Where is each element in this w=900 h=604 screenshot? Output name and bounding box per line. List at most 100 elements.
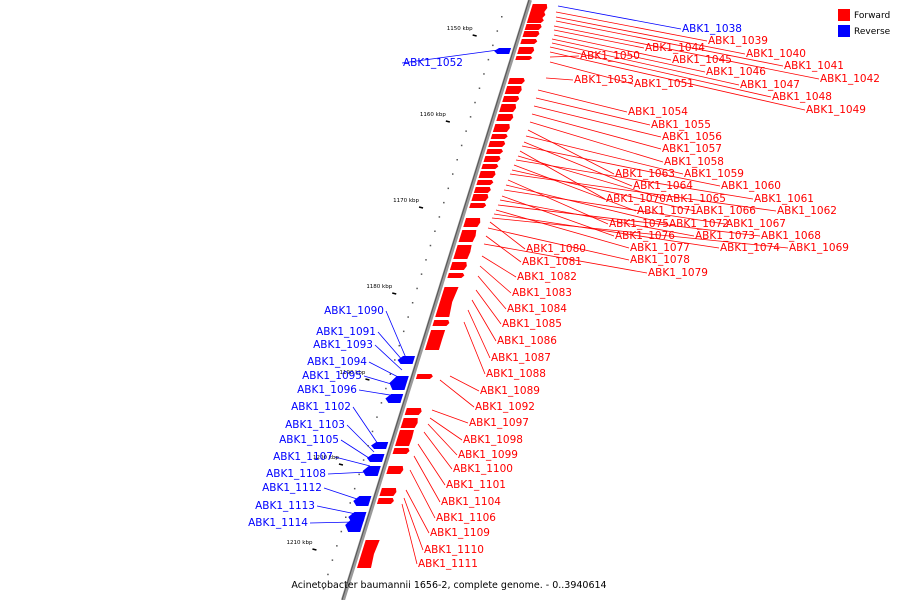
- gene-label[interactable]: ABK1_1071: [637, 205, 697, 217]
- gene-label[interactable]: ABK1_1086: [497, 335, 557, 347]
- gene-label[interactable]: ABK1_1084: [507, 303, 567, 315]
- gene-label[interactable]: ABK1_1094: [307, 356, 367, 368]
- gene-label[interactable]: ABK1_1054: [628, 106, 688, 118]
- axis-tick-mark: [338, 463, 344, 466]
- gene-label[interactable]: ABK1_1104: [441, 496, 501, 508]
- gene-label[interactable]: ABK1_1095: [302, 370, 362, 382]
- gene-label[interactable]: ABK1_1078: [630, 254, 690, 266]
- gene-label[interactable]: ABK1_1113: [255, 500, 315, 512]
- gene-label[interactable]: ABK1_1072: [669, 218, 729, 230]
- gene-label[interactable]: ABK1_1045: [672, 54, 732, 66]
- gene-label[interactable]: ABK1_1069: [789, 242, 849, 254]
- gene-label[interactable]: ABK1_1074: [720, 242, 780, 254]
- axis-minor-tick: [385, 387, 387, 390]
- gene-label[interactable]: ABK1_1076: [615, 230, 675, 242]
- gene-label[interactable]: ABK1_1064: [633, 180, 693, 192]
- gene-label[interactable]: ABK1_1046: [706, 66, 766, 78]
- gene-label[interactable]: ABK1_1103: [285, 419, 345, 431]
- gene-label[interactable]: ABK1_1092: [475, 401, 535, 413]
- gene-label[interactable]: ABK1_1073: [695, 230, 755, 242]
- gene-label[interactable]: ABK1_1081: [522, 256, 582, 268]
- gene-label[interactable]: ABK1_1097: [469, 417, 529, 429]
- gene-label[interactable]: ABK1_1057: [662, 143, 722, 155]
- gene-leader-line: [374, 344, 403, 371]
- genome-axis: [341, 0, 532, 601]
- gene-label[interactable]: ABK1_1105: [279, 434, 339, 446]
- gene-label[interactable]: ABK1_1068: [761, 230, 821, 242]
- gene-label[interactable]: ABK1_1101: [446, 479, 506, 491]
- gene-label[interactable]: ABK1_1059: [684, 168, 744, 180]
- forward-gene-block: [394, 430, 414, 446]
- gene-label[interactable]: ABK1_1080: [526, 243, 586, 255]
- reverse-gene-block: [353, 496, 372, 506]
- gene-label[interactable]: ABK1_1040: [746, 48, 806, 60]
- axis-minor-tick: [420, 273, 423, 275]
- gene-label[interactable]: ABK1_1098: [463, 434, 523, 446]
- gene-label[interactable]: ABK1_1108: [266, 468, 326, 480]
- genome-axis-edge: [341, 0, 530, 601]
- gene-label[interactable]: ABK1_1061: [754, 193, 814, 205]
- gene-label[interactable]: ABK1_1042: [820, 73, 880, 85]
- gene-label[interactable]: ABK1_1093: [313, 339, 373, 351]
- gene-leader-line: [479, 265, 512, 294]
- gene-label[interactable]: ABK1_1048: [772, 91, 832, 103]
- gene-label[interactable]: ABK1_1062: [777, 205, 837, 217]
- gene-leader-line: [401, 49, 499, 64]
- gene-label[interactable]: ABK1_1049: [806, 104, 866, 116]
- gene-label[interactable]: ABK1_1082: [517, 271, 577, 283]
- gene-label[interactable]: ABK1_1090: [324, 305, 384, 317]
- gene-leader-line: [495, 209, 630, 249]
- gene-label[interactable]: ABK1_1111: [418, 558, 478, 570]
- gene-label[interactable]: ABK1_1063: [615, 168, 675, 180]
- gene-label[interactable]: ABK1_1114: [248, 517, 308, 529]
- gene-label[interactable]: ABK1_1039: [708, 35, 768, 47]
- gene-label[interactable]: ABK1_1052: [403, 57, 463, 69]
- gene-leader-line: [475, 289, 502, 325]
- gene-label[interactable]: ABK1_1110: [424, 544, 484, 556]
- gene-label[interactable]: ABK1_1050: [580, 50, 640, 62]
- gene-label[interactable]: ABK1_1056: [662, 131, 722, 143]
- gene-leader-line: [439, 379, 475, 408]
- gene-label[interactable]: ABK1_1100: [453, 463, 513, 475]
- gene-label[interactable]: ABK1_1077: [630, 242, 690, 254]
- gene-label[interactable]: ABK1_1044: [645, 42, 705, 54]
- forward-gene-block: [404, 408, 422, 415]
- gene-leader-line: [491, 217, 789, 249]
- gene-label[interactable]: ABK1_1102: [291, 401, 351, 413]
- gene-label[interactable]: ABK1_1066: [696, 205, 756, 217]
- gene-label[interactable]: ABK1_1038: [682, 23, 742, 35]
- gene-label[interactable]: ABK1_1065: [666, 193, 726, 205]
- gene-label[interactable]: ABK1_1106: [436, 512, 496, 524]
- gene-label[interactable]: ABK1_1047: [740, 79, 800, 91]
- gene-leader-line: [346, 424, 375, 453]
- gene-label[interactable]: ABK1_1075: [609, 218, 669, 230]
- axis-minor-tick: [492, 44, 494, 47]
- gene-label[interactable]: ABK1_1091: [316, 326, 376, 338]
- gene-label[interactable]: ABK1_1088: [486, 368, 546, 380]
- gene-label[interactable]: ABK1_1051: [634, 78, 694, 90]
- gene-label[interactable]: ABK1_1060: [721, 180, 781, 192]
- genome-caption: Acinetobacter baumannii 1656-2, complete…: [291, 580, 606, 591]
- gene-label[interactable]: ABK1_1067: [726, 218, 786, 230]
- gene-label[interactable]: ABK1_1089: [480, 385, 540, 397]
- gene-label[interactable]: ABK1_1109: [430, 527, 490, 539]
- gene-label[interactable]: ABK1_1096: [297, 384, 357, 396]
- gene-label[interactable]: ABK1_1070: [606, 193, 666, 205]
- axis-minor-tick: [407, 316, 409, 318]
- gene-label[interactable]: ABK1_1079: [648, 267, 708, 279]
- gene-label[interactable]: ABK1_1083: [512, 287, 572, 299]
- gene-leader-line: [529, 121, 664, 163]
- gene-label[interactable]: ABK1_1053: [574, 74, 634, 86]
- gene-label[interactable]: ABK1_1099: [458, 449, 518, 461]
- axis-tick-label: 1170 kbp: [393, 198, 419, 204]
- gene-label[interactable]: ABK1_1041: [784, 60, 844, 72]
- gene-label[interactable]: ABK1_1085: [502, 318, 562, 330]
- gene-label[interactable]: ABK1_1087: [491, 352, 551, 364]
- gene-label[interactable]: ABK1_1112: [262, 482, 322, 494]
- gene-label[interactable]: ABK1_1055: [651, 119, 711, 131]
- forward-gene-block: [530, 4, 548, 12]
- gene-label[interactable]: ABK1_1058: [664, 156, 724, 168]
- gene-label[interactable]: ABK1_1107: [273, 451, 333, 463]
- axis-tick-label: 1190 kbp: [340, 370, 366, 376]
